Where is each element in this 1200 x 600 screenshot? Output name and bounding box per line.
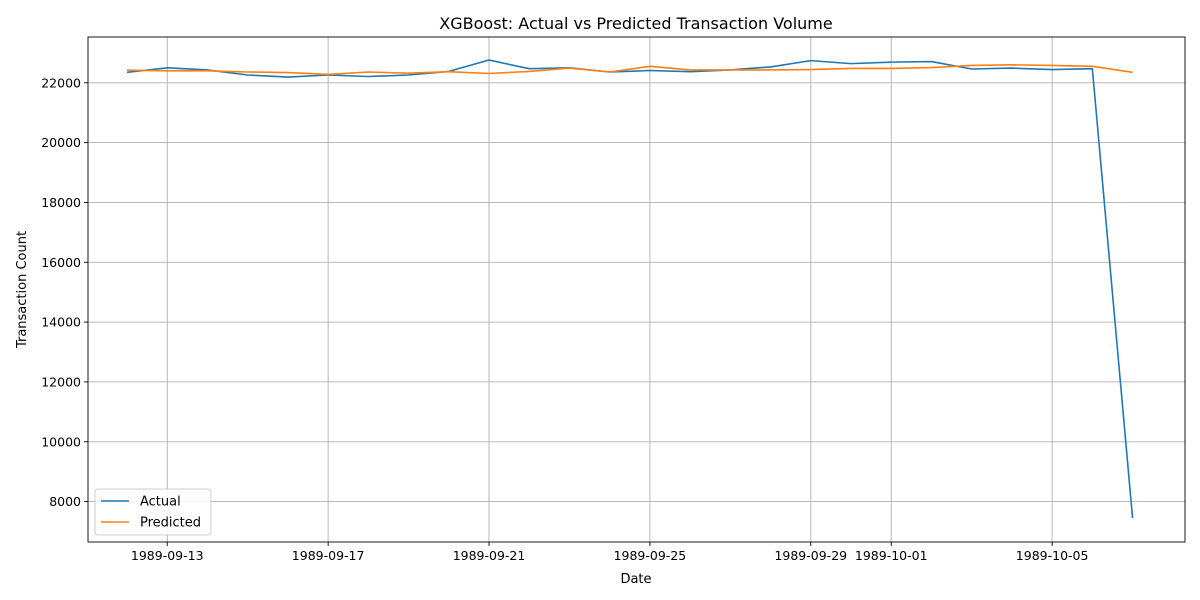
chart-title: XGBoost: Actual vs Predicted Transaction… <box>439 14 832 33</box>
series-line-actual <box>126 59 1134 519</box>
y-tick-label: 18000 <box>41 195 81 210</box>
grid-lines <box>88 37 1185 542</box>
plot-frame <box>87 36 1186 543</box>
y-tick-label: 16000 <box>41 255 81 270</box>
x-tick-label: 1989-09-29 <box>774 548 847 563</box>
x-axis-label: Date <box>620 572 651 587</box>
y-tick-label: 8000 <box>49 494 81 509</box>
legend-label-predicted: Predicted <box>140 516 201 531</box>
plot-area <box>88 37 1185 542</box>
y-tick-label: 20000 <box>41 135 81 150</box>
axis-ticks: 1989-09-13 1989-09-17 1989-09-21 1989-09-25… <box>41 75 1088 563</box>
x-tick-label: 1989-09-25 <box>614 548 687 563</box>
y-tick-label: 10000 <box>41 434 81 449</box>
series-lines <box>126 59 1134 519</box>
x-tick-label: 1989-10-01 <box>855 548 928 563</box>
y-tick-label: 14000 <box>41 315 81 330</box>
x-tick-label: 1989-09-17 <box>292 548 365 563</box>
legend: Actual Predicted <box>94 488 212 536</box>
y-tick-label: 12000 <box>41 374 81 389</box>
y-axis-label: Transaction Count <box>15 231 30 349</box>
series-line-predicted <box>127 64 1133 76</box>
x-tick-label: 1989-09-21 <box>453 548 526 563</box>
x-tick-label: 1989-10-05 <box>1016 548 1089 563</box>
y-tick-label: 22000 <box>41 75 81 90</box>
legend-label-actual: Actual <box>140 495 181 510</box>
x-tick-label: 1989-09-13 <box>131 548 204 563</box>
